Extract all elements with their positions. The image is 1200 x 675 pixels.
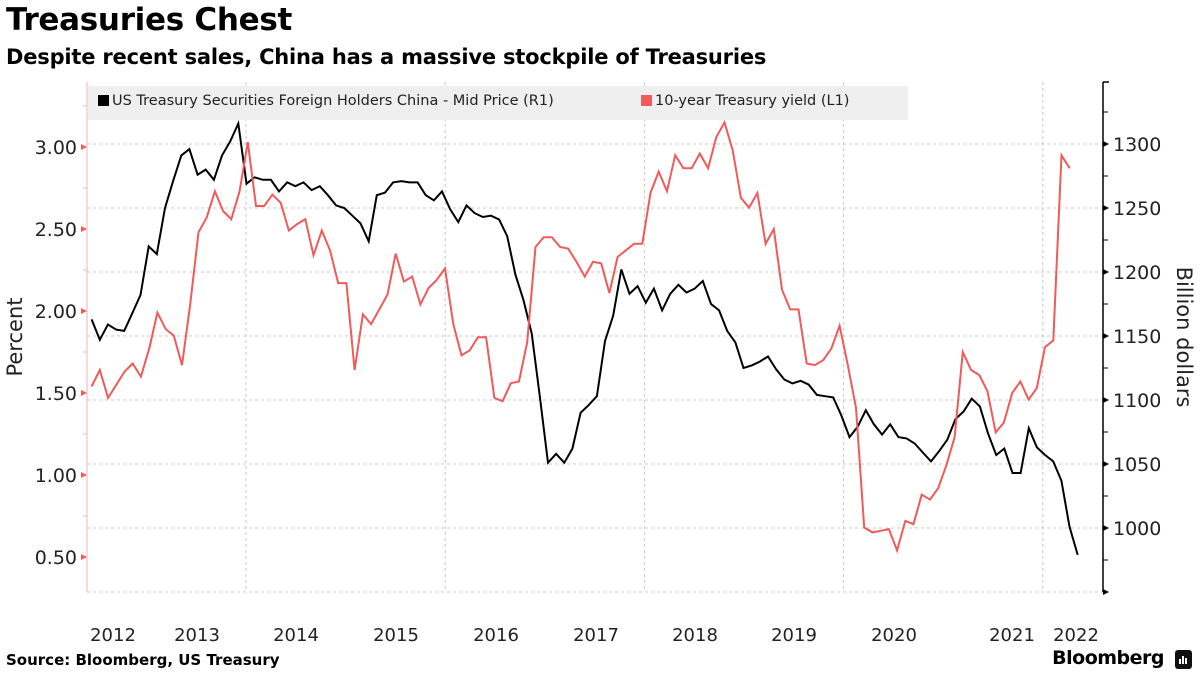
china-holdings-line xyxy=(90,119,1079,556)
x-tick-label: 2019 xyxy=(771,625,817,646)
left-tick xyxy=(81,472,87,478)
legend-label: US Treasury Securities Foreign Holders C… xyxy=(112,93,554,109)
right-tick xyxy=(1103,525,1109,531)
x-tick-label: 2020 xyxy=(871,625,917,646)
right-tick xyxy=(1103,333,1109,339)
right-tick-label: 1150 xyxy=(1113,326,1161,348)
right-tick xyxy=(1103,461,1109,467)
right-tick xyxy=(1103,397,1109,403)
left-tick xyxy=(81,390,87,396)
right-axis-title: Billion dollars xyxy=(1172,267,1196,408)
chart-subtitle: Despite recent sales, China has a massiv… xyxy=(6,45,767,69)
legend-item-10y-yield: 10-year Treasury yield (L1) xyxy=(641,93,849,109)
right-tick-label: 1050 xyxy=(1113,454,1161,476)
left-tick-label: 3.00 xyxy=(35,137,77,159)
x-tick-label: 2021 xyxy=(989,625,1035,646)
right-tick xyxy=(1103,141,1109,147)
right-tick-label: 1200 xyxy=(1113,262,1161,284)
left-tick-label: 1.00 xyxy=(35,465,77,487)
left-tick xyxy=(81,144,87,150)
x-tick-label: 2012 xyxy=(90,625,136,646)
legend-swatch-black xyxy=(98,95,109,106)
left-axis-title: Percent xyxy=(3,297,27,376)
legend-item-china-holdings: US Treasury Securities Foreign Holders C… xyxy=(98,93,554,109)
left-tick-label: 2.00 xyxy=(35,301,77,323)
legend-swatch-red xyxy=(641,95,652,106)
right-tick xyxy=(1103,269,1109,275)
left-tick-label: 0.50 xyxy=(35,547,77,569)
right-tick-label: 1300 xyxy=(1113,134,1161,156)
right-tick xyxy=(1103,589,1109,595)
left-tick xyxy=(81,226,87,232)
left-tick xyxy=(81,308,87,314)
legend: US Treasury Securities Foreign Holders C… xyxy=(88,86,908,120)
source-note: Source: Bloomberg, US Treasury xyxy=(6,651,280,669)
right-tick-label: 1100 xyxy=(1113,390,1161,412)
yield-line xyxy=(90,119,1071,554)
right-tick-label: 1000 xyxy=(1113,518,1161,540)
x-tick-label: 2013 xyxy=(174,625,220,646)
bloomberg-logo: Bloomberg xyxy=(1052,647,1164,669)
bloomberg-chart-icon xyxy=(1175,650,1192,669)
x-tick-label: 2015 xyxy=(373,625,419,646)
series-china-holdings xyxy=(90,119,1079,556)
right-tick-label: 1250 xyxy=(1113,198,1161,220)
right-tick xyxy=(1103,205,1109,211)
left-tick-label: 1.50 xyxy=(35,383,77,405)
left-tick-label: 2.50 xyxy=(35,219,77,241)
legend-label: 10-year Treasury yield (L1) xyxy=(655,93,850,109)
x-tick-label: 2016 xyxy=(473,625,519,646)
series-10y-yield xyxy=(90,119,1071,554)
x-tick-label: 2014 xyxy=(273,625,319,646)
left-tick xyxy=(81,554,87,560)
chart-title: Treasuries Chest xyxy=(6,2,292,38)
x-tick-label: 2017 xyxy=(573,625,619,646)
x-tick-label: 2022 xyxy=(1053,625,1099,646)
x-tick-label: 2018 xyxy=(672,625,718,646)
